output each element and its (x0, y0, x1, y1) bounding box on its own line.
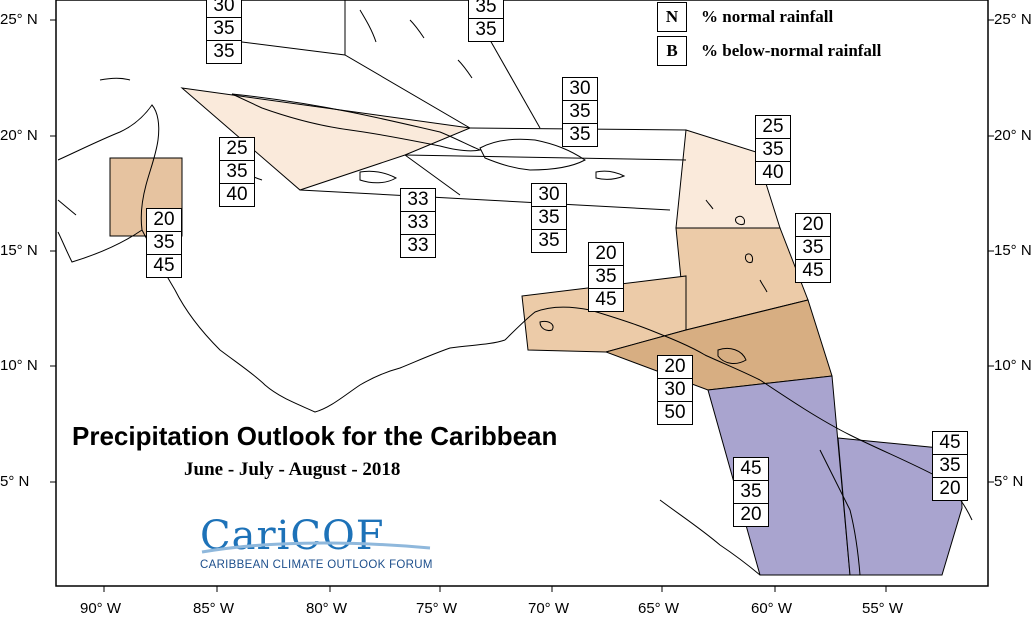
lat-tick-label-right: 20° N (994, 127, 1032, 144)
forecast-value: 45 (933, 432, 967, 455)
forecast-value: 25 (220, 138, 254, 161)
forecast-value: 20 (740, 504, 762, 525)
logo-wordmark: CariCOF (200, 513, 385, 559)
forecast-value: 33 (401, 189, 435, 212)
forecast-value: 35 (734, 481, 768, 504)
forecast-value: 40 (226, 184, 248, 205)
forecast-value: 25 (756, 116, 790, 139)
forecast-value: 35 (475, 19, 497, 40)
forecast-value: 35 (147, 232, 181, 255)
forecast-value: 20 (589, 243, 623, 266)
lon-tick-label: 80° W (306, 600, 348, 617)
forecast-box-abc-islands: 20 35 45 (588, 242, 624, 312)
map-title: Precipitation Outlook for the Caribbean (72, 421, 558, 451)
forecast-value: 35 (213, 41, 235, 62)
islands (231, 9, 768, 364)
forecast-value: 35 (569, 124, 591, 145)
lon-tick-label: 70° W (528, 600, 570, 617)
lat-tick-label-right: 10° N (994, 357, 1032, 374)
forecast-value: 35 (796, 237, 830, 260)
map-frame (55, 0, 989, 587)
forecast-value: 35 (207, 18, 241, 41)
forecast-box-jamaica: 33 33 33 (400, 188, 436, 258)
logo-swoosh-icon (201, 541, 431, 554)
lat-tick-label-left: 20° N (0, 127, 38, 144)
forecast-value: 35 (469, 0, 503, 19)
forecast-box-hispaniola-north: 30 35 35 (562, 77, 598, 147)
forecast-value: 30 (563, 78, 597, 101)
lat-tick-label-left: 25° N (0, 11, 38, 28)
forecast-value: 33 (407, 235, 429, 256)
lat-tick-label-left: 5° N (0, 473, 30, 490)
forecast-value: 30 (658, 379, 692, 402)
forecast-value: 35 (538, 230, 560, 251)
forecast-value: 20 (796, 214, 830, 237)
forecast-box-bahamas-north: 30 35 35 (206, 0, 242, 64)
forecast-value: 45 (595, 289, 617, 310)
legend-label-normal: % normal rainfall (701, 7, 834, 26)
lat-tick-label-right: 15° N (994, 242, 1032, 259)
forecast-value: 45 (802, 260, 824, 281)
lon-tick-label: 75° W (416, 600, 458, 617)
lat-tick-label-left: 15° N (0, 242, 38, 259)
forecast-box-turks-caicos: 35 35 (468, 0, 504, 42)
forecast-value: 20 (658, 356, 692, 379)
lon-tick-label: 90° W (80, 600, 122, 617)
forecast-box-cuba: 25 35 40 (219, 137, 255, 207)
forecast-value: 35 (220, 161, 254, 184)
forecast-box-leeward-islands: 25 35 40 (755, 115, 791, 185)
forecast-value: 35 (589, 266, 623, 289)
lon-tick-label: 85° W (193, 600, 235, 617)
map-subtitle: June - July - August - 2018 (184, 459, 401, 480)
caricof-logo: CariCOF CARIBBEAN CLIMATE OUTLOOK FORUM (200, 514, 433, 571)
forecast-value: 33 (401, 212, 435, 235)
forecast-value: 35 (756, 139, 790, 162)
forecast-box-trinidad-tobago: 20 30 50 (657, 355, 693, 425)
forecast-value: 20 (939, 478, 961, 499)
legend-row-below: B % below-normal rainfall (657, 36, 881, 66)
legend-key-below: B (657, 36, 687, 66)
tick-marks (50, 19, 994, 592)
forecast-value: 40 (762, 162, 784, 183)
legend-key-normal: N (657, 2, 687, 32)
forecast-value: 35 (532, 207, 566, 230)
lat-tick-label-right: 5° N (994, 473, 1024, 490)
forecast-value: 30 (207, 0, 241, 18)
forecast-value: 50 (664, 402, 686, 423)
lon-tick-label: 65° W (638, 600, 680, 617)
lon-tick-label: 55° W (862, 600, 904, 617)
forecast-value: 45 (153, 255, 175, 276)
forecast-value: 35 (933, 455, 967, 478)
forecast-value: 45 (734, 458, 768, 481)
legend-row-normal: N % normal rainfall (657, 2, 833, 32)
forecast-value: 20 (147, 209, 181, 232)
zone-guyana (707, 375, 851, 576)
forecast-zones (109, 87, 963, 576)
forecast-box-belize: 20 35 45 (146, 208, 182, 278)
forecast-box-windward-islands: 20 35 45 (795, 213, 831, 283)
lon-tick-label: 60° W (751, 600, 793, 617)
logo-tagline: CARIBBEAN CLIMATE OUTLOOK FORUM (200, 559, 433, 571)
lat-tick-label-right: 25° N (994, 11, 1032, 28)
forecast-value: 35 (563, 101, 597, 124)
forecast-box-hispaniola-south: 30 35 35 (531, 183, 567, 253)
forecast-box-suriname-french-guiana: 45 35 20 (932, 431, 968, 501)
forecast-value: 30 (532, 184, 566, 207)
forecast-box-guyana: 45 35 20 (733, 457, 769, 527)
legend-label-below: % below-normal rainfall (701, 41, 882, 60)
lat-tick-label-left: 10° N (0, 357, 38, 374)
